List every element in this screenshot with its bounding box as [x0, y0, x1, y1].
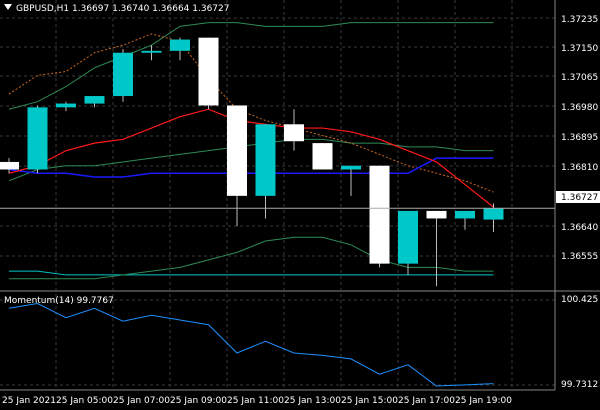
candle-body — [27, 107, 48, 170]
band-upper-line — [8, 22, 494, 110]
candle-body — [84, 96, 105, 104]
price-tick: 1.37235 — [561, 15, 598, 25]
candle-body — [341, 165, 361, 170]
dotted-ma-line — [8, 33, 494, 193]
band-lower-line — [9, 236, 494, 280]
candlesticks — [0, 37, 504, 287]
price-tick: 1.37150 — [561, 44, 598, 54]
momentum-line — [8, 303, 494, 387]
price-tick: 1.36640 — [561, 223, 598, 233]
time-tick: 25 Jan 05:00 — [56, 396, 113, 406]
candle-body — [0, 161, 19, 170]
candle-body — [227, 105, 247, 196]
time-tick: 25 Jan 2021 — [2, 396, 56, 406]
momentum-label: Momentum(14) 99.7767 — [4, 296, 114, 306]
indicator-lines — [8, 22, 494, 280]
time-tick: 25 Jan 07:00 — [113, 396, 170, 406]
price-tick: 1.36810 — [561, 163, 598, 173]
momentum-polyline — [8, 303, 494, 387]
current-price-badge — [556, 191, 600, 203]
candle-body — [170, 39, 190, 51]
candle-body — [483, 208, 504, 220]
candle-body — [255, 124, 276, 196]
candle-body — [113, 52, 133, 97]
time-tick: 25 Jan 13:00 — [284, 396, 341, 406]
price-tick: 1.36980 — [561, 103, 598, 113]
momentum-tick: 99.7312 — [561, 380, 598, 390]
price-tick: 1.36555 — [561, 252, 598, 262]
candle-body — [284, 124, 304, 142]
band-base-line — [9, 270, 494, 276]
candle-body — [426, 210, 447, 219]
current-price-label: 1.36727 — [561, 193, 598, 203]
red-ma-line — [8, 108, 494, 208]
candle-body — [198, 37, 219, 106]
candle-body — [398, 210, 418, 264]
candle-body — [312, 143, 333, 170]
price-axis: 1.37235 1.37150 1.37065 1.36980 1.36895 … — [556, 15, 600, 262]
candle-body — [455, 210, 475, 219]
blue-ma-line — [8, 157, 494, 178]
time-tick: 25 Jan 09:00 — [170, 396, 227, 406]
time-tick: 25 Jan 19:00 — [455, 396, 512, 406]
band-mid-line — [8, 138, 494, 182]
symbol-info: GBPUSD,H1 1.36697 1.36740 1.36664 1.3672… — [16, 4, 229, 14]
price-tick: 1.37065 — [561, 73, 598, 83]
time-tick: 25 Jan 15:00 — [341, 396, 398, 406]
price-tick: 1.36895 — [561, 133, 598, 143]
momentum-tick: 100.425 — [561, 295, 598, 305]
candle-body — [369, 165, 390, 264]
time-tick: 25 Jan 11:00 — [227, 396, 284, 406]
time-axis: 25 Jan 2021 25 Jan 05:00 25 Jan 07:00 25… — [2, 396, 512, 406]
candle-body — [141, 50, 162, 53]
time-tick: 25 Jan 17:00 — [398, 396, 455, 406]
chart-menu-arrow-icon[interactable] — [4, 4, 12, 10]
candle-body — [56, 103, 76, 108]
